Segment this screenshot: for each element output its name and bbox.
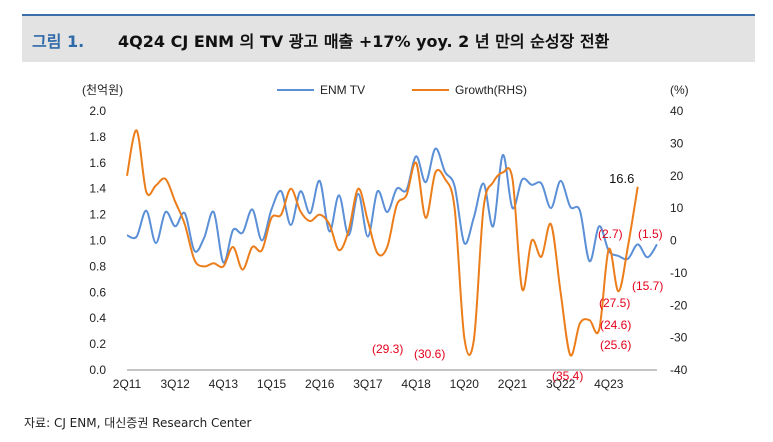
callout-label: (15.7) (632, 279, 663, 293)
callout-label: (27.5) (599, 296, 630, 310)
left-tick-label: 0.0 (89, 363, 106, 377)
x-tick-label: 4Q23 (594, 377, 624, 391)
right-tick-label: -30 (670, 331, 688, 345)
left-tick-label: 0.4 (89, 311, 106, 325)
combo-line-chart: (천억원) (%) ENM TV Growth(RHS) 0.00.20.40.… (82, 82, 689, 391)
series-line-growth (126, 129, 639, 357)
callout-label: (2.7) (598, 227, 623, 241)
left-tick-label: 0.6 (89, 285, 106, 299)
figure-label: 그림 1. (32, 28, 84, 52)
legend: ENM TV Growth(RHS) (277, 83, 527, 97)
callout-label: (30.6) (414, 347, 445, 361)
x-tick-label: 3Q22 (546, 377, 576, 391)
figure-number: 그림 1. (32, 32, 85, 51)
right-tick-label: 40 (670, 104, 684, 118)
left-axis-unit: (천억원) (82, 82, 123, 97)
callout-label: (1.5) (638, 227, 663, 241)
right-tick-label: -20 (670, 298, 688, 312)
chart-area: (천억원) (%) ENM TV Growth(RHS) 0.0 0.2 0.4 0.… (22, 66, 755, 406)
x-tick-label: 3Q17 (353, 377, 383, 391)
right-axis-unit: (%) (670, 83, 689, 97)
callout-label: (24.6) (600, 318, 631, 332)
x-tick-label: 1Q15 (257, 377, 287, 391)
right-tick-label: 20 (670, 169, 684, 183)
callout-label: (35.4) (552, 369, 583, 383)
legend-label-growth: Growth(RHS) (455, 83, 527, 97)
left-tick-label: 0.2 (89, 337, 106, 351)
left-tick-label: 1.8 (89, 130, 106, 144)
left-tick-label: 1.6 (89, 156, 106, 170)
figure-title: 4Q24 CJ ENM 의 TV 광고 매출 +17% yoy. 2 년 만의 … (118, 32, 610, 51)
callout-label: (25.6) (600, 338, 631, 352)
left-tick-label: 2.0 (89, 104, 106, 118)
x-tick-label: 2Q16 (305, 377, 335, 391)
right-tick-label: 30 (670, 136, 684, 150)
right-tick-label: 0 (670, 234, 677, 248)
source-note: 자료: CJ ENM, 대신증권 Research Center (24, 416, 252, 430)
series-lines: 16.6 (126, 129, 658, 357)
series-line-enm-tv (126, 147, 658, 264)
left-tick-label: 0.8 (89, 259, 106, 273)
axes: 0.0 0.2 0.4 0.6 0.8 1.0 1.2 1.4 1.6 1.8 2.0 -40 -30 -… (89, 104, 687, 391)
left-tick-label: 1.2 (89, 208, 106, 222)
x-tick-label: 1Q20 (450, 377, 480, 391)
end-value-label: 16.6 (609, 171, 634, 186)
left-tick-label: 1.0 (89, 234, 106, 248)
title-bar: 그림 1. 4Q24 CJ ENM 의 TV 광고 매출 +17% yoy. 2… (22, 14, 755, 62)
x-tick-label: 2Q11 (113, 377, 142, 391)
right-tick-label: -10 (670, 266, 688, 280)
callouts: (29.3) (30.6) (35.4) (25.6) (24.6) (27.5) (2.7… (372, 227, 663, 383)
x-tick-label: 3Q12 (161, 377, 191, 391)
callout-label: (29.3) (372, 342, 403, 356)
x-tick-label: 2Q21 (498, 377, 528, 391)
right-tick-label: 10 (670, 201, 684, 215)
left-tick-label: 1.4 (89, 182, 106, 196)
legend-label-enm-tv: ENM TV (320, 83, 365, 97)
right-tick-label: -40 (670, 363, 688, 377)
x-tick-label: 4Q18 (401, 377, 431, 391)
x-tick-label: 4Q13 (209, 377, 239, 391)
